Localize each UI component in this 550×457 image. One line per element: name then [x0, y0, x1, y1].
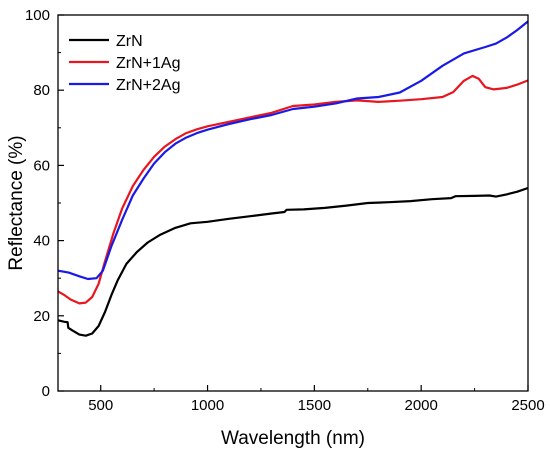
y-tick-label: 0 [42, 383, 50, 400]
series-line-2 [57, 20, 529, 281]
y-tick-label: 100 [25, 7, 50, 24]
y-axis-label: Reflectance (%) [6, 135, 27, 270]
legend: ZrN ZrN+1Ag ZrN+2Ag [69, 33, 180, 94]
x-axis-ticks: 500 1000 1500 2000 2500 [88, 385, 545, 414]
x-tick-label: 1000 [191, 397, 224, 414]
y-tick-label: 60 [33, 157, 50, 174]
y-tick-label: 20 [33, 308, 50, 325]
legend-label-2: ZrN+2Ag [116, 77, 180, 94]
y-axis-ticks: 0 20 40 60 80 100 [25, 7, 64, 400]
series-line-0 [57, 186, 529, 337]
series-line-1 [57, 74, 529, 305]
x-tick-label: 2500 [511, 397, 544, 414]
y-tick-label: 40 [33, 233, 50, 250]
legend-label-1: ZrN+1Ag [116, 55, 180, 72]
plot-lines [57, 20, 529, 337]
x-tick-label: 500 [88, 397, 113, 414]
legend-label-0: ZrN [116, 33, 143, 50]
x-axis-label: Wavelength (nm) [221, 428, 365, 449]
y-tick-label: 80 [33, 82, 50, 99]
x-tick-label: 1500 [298, 397, 331, 414]
x-tick-label: 2000 [404, 397, 437, 414]
